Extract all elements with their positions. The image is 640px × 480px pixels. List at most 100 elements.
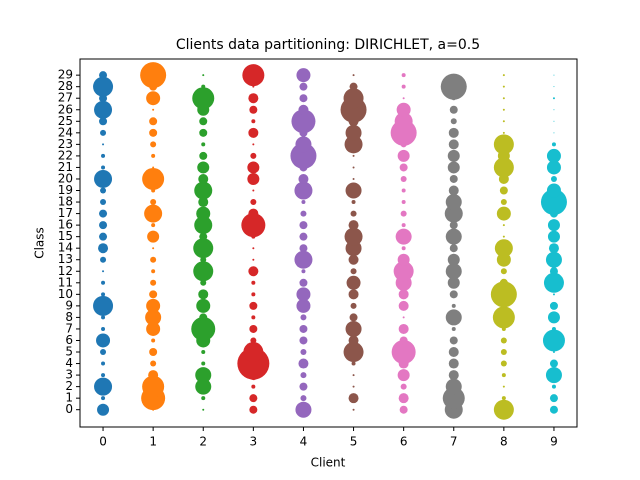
bubble [146,91,161,106]
bubble [99,117,108,126]
bubble [449,221,458,230]
x-tick-label: 4 [300,435,308,449]
bubble [299,244,308,253]
bubble [346,275,361,290]
bubble [348,220,359,231]
bubble [147,230,160,243]
bubble [251,292,256,297]
bubble [299,232,308,241]
bubble [442,387,465,410]
bubble [249,324,258,333]
bubble [251,119,256,124]
bubble [140,62,167,89]
bubble [502,131,505,134]
bubble [552,351,555,354]
bubble [149,117,158,126]
bubble [502,235,505,238]
bubble [445,378,462,395]
bubble [248,127,259,138]
bubble [300,314,307,321]
bubble [202,408,205,411]
bubble [549,405,558,414]
bubble [99,71,108,80]
bubble [199,117,208,126]
bubble [97,403,110,416]
bubble [493,399,514,420]
bubble [552,97,555,100]
bubble [99,221,108,230]
bubble [350,268,357,275]
x-tick-label: 7 [450,435,458,449]
bubble [301,200,306,205]
bubble [94,169,113,188]
bubble [352,385,355,388]
bubble [94,100,113,119]
bubble [451,326,456,331]
bubble [192,87,215,110]
y-axis-label: Class [33,227,47,259]
bubble [249,405,258,414]
bubble [549,359,558,368]
x-tick-label: 1 [149,435,157,449]
bubble [198,197,209,208]
bubble [294,250,313,269]
x-tick-label: 0 [99,435,107,449]
bubble [241,213,266,238]
y-tick-label: 22 [58,148,73,162]
bubble [502,385,505,388]
bubble [502,120,505,123]
bubble [345,124,362,141]
y-tick-label: 5 [65,345,73,359]
bubble [295,136,312,153]
y-tick-label: 15 [58,229,73,243]
bubble [194,216,213,235]
bubble [93,76,114,97]
bubble [100,129,107,136]
bubble [248,266,259,277]
bubble [551,384,556,389]
bubble [400,210,407,217]
y-tick-label: 27 [58,91,73,105]
bubble [145,309,162,326]
bubble [299,336,308,345]
chart-title: Clients data partitioning: DIRICHLET, a=… [176,37,480,53]
bubble [448,370,459,381]
y-tick-label: 25 [58,114,73,128]
y-tick-label: 14 [58,241,73,255]
bubble [150,141,157,148]
bubble [146,321,161,336]
bubble [448,139,459,150]
bubble [350,210,357,217]
bubble [452,74,455,77]
bubble [150,360,157,367]
bubble [200,279,207,286]
bubble [399,405,408,414]
bubble [199,232,208,241]
y-tick-label: 2 [65,379,73,393]
bubble [500,360,507,367]
bubble [194,181,213,200]
x-tick-label: 6 [400,435,408,449]
x-tick-label: 9 [550,435,558,449]
bubble [549,301,558,310]
y-tick-label: 23 [58,137,73,151]
bubble [395,228,412,245]
bubble [551,326,556,331]
bubble [398,393,409,404]
bubble [397,149,410,162]
bubble [540,189,567,216]
bubble [396,102,411,117]
bubble [546,183,561,198]
y-tick-label: 12 [58,264,73,278]
bubble [100,349,107,356]
bubble [546,148,561,163]
bubble [151,223,156,228]
x-tick-label: 2 [199,435,207,449]
bubble [298,104,309,115]
bubble [444,204,463,223]
bubble [500,268,507,275]
bubble [352,166,355,169]
bubble [502,108,505,111]
bubble [99,232,108,241]
